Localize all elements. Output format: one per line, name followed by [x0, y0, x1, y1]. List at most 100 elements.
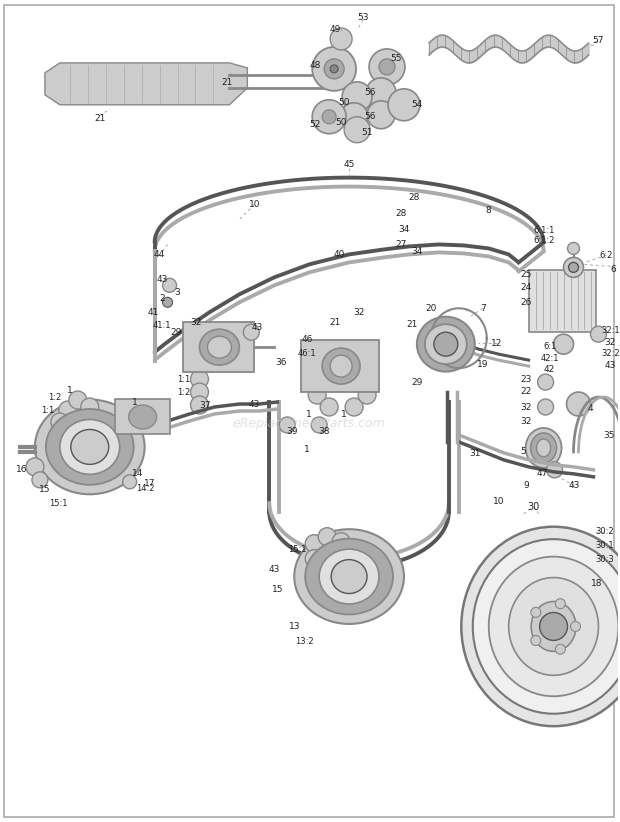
Text: 21: 21 — [406, 320, 418, 329]
Text: 30:2: 30:2 — [595, 527, 614, 536]
Text: eReplacementParts.com: eReplacementParts.com — [233, 417, 386, 430]
Ellipse shape — [35, 399, 144, 494]
Text: 23: 23 — [520, 375, 531, 384]
Text: 1:1: 1:1 — [177, 375, 190, 384]
Text: 6:1:2: 6:1:2 — [533, 236, 554, 245]
Text: 40: 40 — [334, 250, 345, 259]
Text: 52: 52 — [309, 120, 321, 129]
Circle shape — [51, 413, 69, 431]
Text: 21: 21 — [329, 318, 341, 326]
Ellipse shape — [473, 539, 620, 713]
Text: 10: 10 — [249, 200, 260, 209]
Circle shape — [332, 533, 350, 551]
Text: 6:2: 6:2 — [600, 251, 613, 260]
Circle shape — [59, 401, 77, 419]
Ellipse shape — [531, 602, 576, 651]
Text: 35: 35 — [604, 432, 615, 441]
Circle shape — [69, 391, 87, 409]
Ellipse shape — [322, 349, 360, 384]
Text: 14: 14 — [132, 469, 143, 478]
Circle shape — [32, 472, 48, 487]
Bar — [182, 322, 254, 372]
Circle shape — [538, 374, 554, 390]
Circle shape — [345, 398, 363, 416]
Text: 46: 46 — [301, 335, 313, 344]
Ellipse shape — [208, 336, 231, 358]
Circle shape — [539, 612, 567, 640]
Text: 43: 43 — [268, 565, 280, 574]
Bar — [529, 270, 596, 332]
Text: 26: 26 — [520, 298, 531, 307]
Circle shape — [369, 49, 405, 85]
Circle shape — [569, 262, 578, 272]
Text: 8: 8 — [486, 206, 492, 215]
Text: 34: 34 — [398, 225, 410, 234]
Text: 15: 15 — [272, 585, 283, 594]
Text: 48: 48 — [309, 62, 321, 71]
Text: 32: 32 — [353, 307, 365, 316]
Text: 30: 30 — [528, 501, 540, 512]
Text: 31: 31 — [469, 450, 481, 459]
Text: 4: 4 — [588, 404, 593, 413]
Ellipse shape — [425, 324, 467, 364]
Circle shape — [547, 462, 562, 478]
Text: 55: 55 — [390, 54, 402, 63]
Circle shape — [190, 370, 208, 388]
Text: 17: 17 — [144, 479, 156, 488]
Circle shape — [556, 644, 565, 654]
Text: 56: 56 — [365, 88, 376, 97]
Circle shape — [342, 82, 372, 112]
Text: 32: 32 — [520, 418, 531, 427]
Text: 6:1: 6:1 — [543, 342, 556, 351]
Text: 6: 6 — [611, 265, 616, 274]
Circle shape — [26, 458, 44, 476]
Circle shape — [123, 475, 136, 489]
Circle shape — [344, 117, 370, 143]
Text: 24: 24 — [520, 283, 531, 292]
Polygon shape — [45, 63, 247, 104]
Text: 1: 1 — [306, 410, 312, 419]
Text: 15:1: 15:1 — [288, 545, 306, 554]
Text: 42:1: 42:1 — [540, 353, 559, 363]
Circle shape — [567, 242, 580, 254]
Text: 42: 42 — [544, 365, 555, 374]
Circle shape — [324, 59, 344, 79]
Circle shape — [312, 47, 356, 90]
Text: 29: 29 — [171, 328, 182, 337]
Text: 34: 34 — [411, 247, 423, 256]
Ellipse shape — [526, 428, 562, 468]
Circle shape — [318, 528, 336, 546]
Text: 43: 43 — [569, 482, 580, 490]
Text: 32: 32 — [190, 318, 201, 326]
Text: 53: 53 — [357, 12, 369, 21]
Text: 39: 39 — [286, 427, 298, 436]
Ellipse shape — [330, 355, 352, 377]
Ellipse shape — [294, 529, 404, 624]
Text: 1:2: 1:2 — [177, 387, 190, 396]
Circle shape — [305, 534, 323, 552]
Ellipse shape — [531, 433, 557, 463]
Text: 21: 21 — [222, 78, 233, 87]
Text: 32:2: 32:2 — [601, 349, 620, 358]
Text: 28: 28 — [408, 193, 420, 202]
Text: 32: 32 — [604, 338, 616, 347]
Text: 10: 10 — [493, 497, 505, 506]
Circle shape — [305, 550, 323, 568]
Circle shape — [330, 65, 338, 73]
Text: 1: 1 — [67, 386, 73, 395]
Text: 9: 9 — [524, 482, 529, 490]
Text: 21: 21 — [94, 114, 105, 123]
Circle shape — [81, 398, 99, 416]
Text: 43: 43 — [252, 323, 263, 332]
Text: 44: 44 — [154, 250, 165, 259]
Text: 18: 18 — [591, 579, 602, 588]
Text: 28: 28 — [396, 209, 407, 218]
Bar — [115, 399, 169, 434]
Circle shape — [531, 607, 541, 617]
Text: 15:1: 15:1 — [48, 499, 67, 508]
Text: 51: 51 — [361, 128, 373, 137]
Circle shape — [320, 398, 338, 416]
Circle shape — [308, 386, 326, 404]
Text: 50: 50 — [335, 118, 347, 127]
Text: 36: 36 — [275, 358, 287, 367]
